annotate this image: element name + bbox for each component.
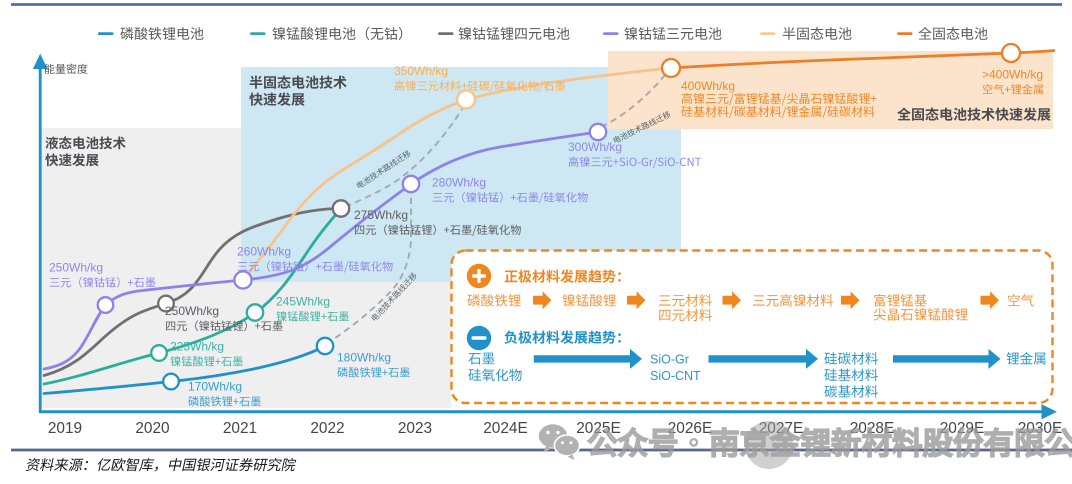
svg-text:250Wh/kg: 250Wh/kg [49,261,103,275]
svg-text:SiO-CNT: SiO-CNT [650,369,701,383]
svg-text:>400Wh/kg: >400Wh/kg [982,68,1043,82]
svg-text:275Wh/kg: 275Wh/kg [354,208,408,222]
svg-text:245Wh/kg: 245Wh/kg [276,295,330,309]
svg-text:280Wh/kg: 280Wh/kg [432,176,486,190]
svg-text:2028E: 2028E [850,420,895,437]
svg-text:2022: 2022 [310,420,344,437]
svg-text:225Wh/kg: 225Wh/kg [170,340,224,354]
svg-text:2020: 2020 [135,420,169,437]
svg-text:2024E: 2024E [483,420,528,437]
svg-text:2019: 2019 [48,420,82,437]
svg-text:2021: 2021 [223,420,257,437]
svg-text:SiO-Gr: SiO-Gr [650,353,689,367]
svg-text:180Wh/kg: 180Wh/kg [337,351,391,365]
svg-text:2026E: 2026E [668,420,713,437]
svg-text:260Wh/kg: 260Wh/kg [237,245,291,259]
svg-text:350Wh/kg: 350Wh/kg [394,64,448,78]
svg-text:400Wh/kg: 400Wh/kg [681,79,735,93]
svg-text:250Wh/kg: 250Wh/kg [165,304,219,318]
svg-text:170Wh/kg: 170Wh/kg [188,380,242,394]
svg-text:300Wh/kg: 300Wh/kg [568,140,622,154]
svg-text:2023: 2023 [398,420,432,437]
